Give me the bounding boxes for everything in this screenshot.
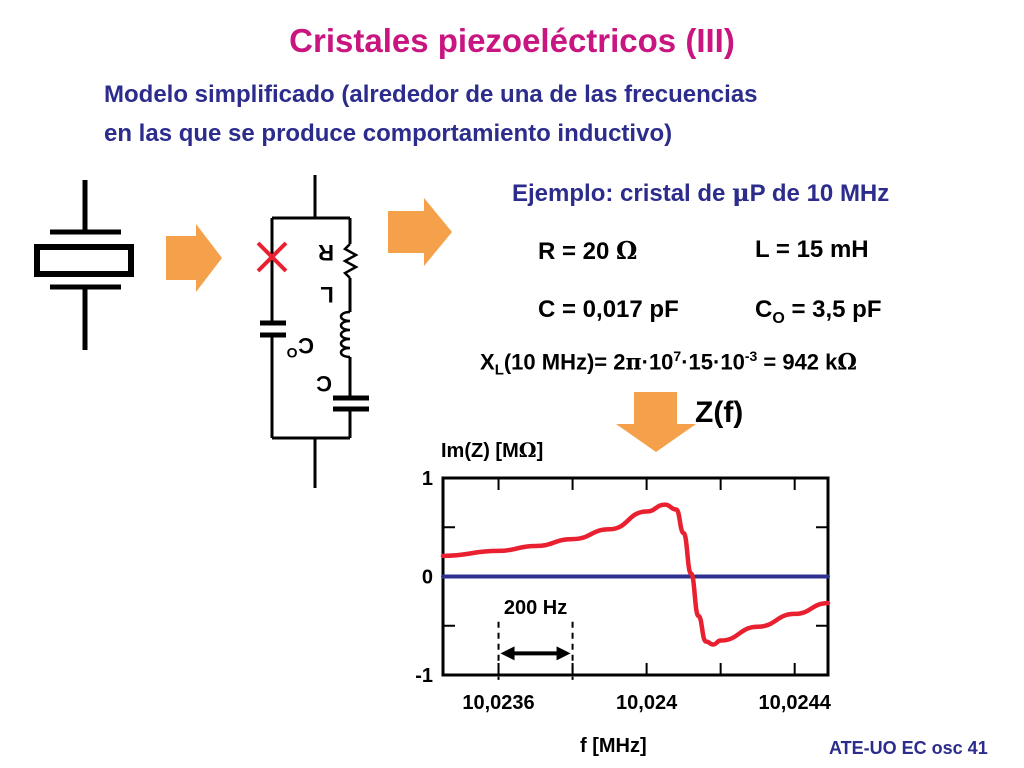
mu-symbol: μ xyxy=(732,178,750,207)
span-annotation: 200 Hz xyxy=(497,597,574,680)
remove-cross-icon xyxy=(256,241,288,273)
subtitle-line-2: en las que se produce comportamiento ind… xyxy=(104,120,673,147)
y-tick-label: -1 xyxy=(415,665,433,687)
y-axis-label: Im(Z) [MΩ] xyxy=(441,438,544,462)
param-C: C = 0,017 pF xyxy=(538,296,679,323)
label-C0: C xyxy=(298,333,314,358)
arrow-down-icon xyxy=(616,392,696,452)
page-title: Cristales piezoeléctricos (III) xyxy=(289,22,735,59)
x-tick-label: 10,024 xyxy=(616,692,678,714)
crystal-symbol xyxy=(34,180,134,350)
param-C0: CO = 3,5 pF xyxy=(755,296,882,327)
x-axis-label: f [MHz] xyxy=(580,735,647,757)
zf-label: Z(f) xyxy=(695,396,744,429)
footer-text: ATE-UO EC osc 41 xyxy=(829,738,988,758)
example-title: Ejemplo: cristal de μP de 10 MHz xyxy=(512,178,890,207)
label-R: R xyxy=(318,240,334,265)
label-C: C xyxy=(316,371,332,396)
arrowhead-right-icon xyxy=(556,646,571,661)
x-tick-label: 10,0244 xyxy=(759,692,832,714)
arrow-right-icon xyxy=(166,224,222,292)
ohm-symbol: Ω xyxy=(616,236,638,265)
y-tick-label: 0 xyxy=(422,567,433,589)
xl-formula: XL(10 MHz)= 2π·107·15·10-3 = 942 kΩ xyxy=(480,348,857,379)
subtitle-line-1: Modelo simplificado (alrededor de una de… xyxy=(104,81,758,108)
param-R: R = 20 Ω xyxy=(538,236,638,265)
label-L: L xyxy=(320,282,333,307)
arrow-right-icon xyxy=(388,198,452,266)
impedance-curve xyxy=(440,502,831,647)
arrowhead-left-icon xyxy=(500,646,515,661)
x-tick-label: 10,0236 xyxy=(462,692,534,714)
span-label: 200 Hz xyxy=(504,597,567,619)
y-tick-label: 1 xyxy=(422,468,433,490)
param-L: L = 15 mH xyxy=(755,236,869,263)
label-C0-subscript: O xyxy=(286,345,297,361)
equivalent-circuit xyxy=(260,175,369,488)
